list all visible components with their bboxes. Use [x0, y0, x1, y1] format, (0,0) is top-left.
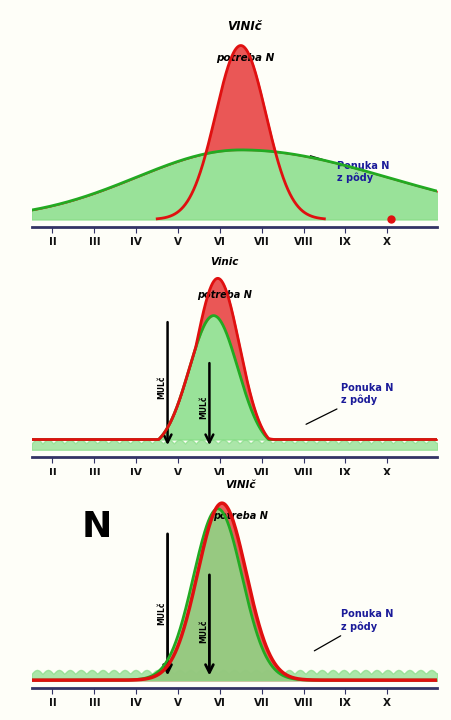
Text: MULč: MULč: [199, 395, 208, 418]
Text: VINIč: VINIč: [226, 480, 256, 490]
Text: Vinic: Vinic: [210, 257, 238, 267]
Text: MULč: MULč: [199, 620, 208, 643]
Text: Ponuka N
z pôdy: Ponuka N z pôdy: [306, 383, 394, 424]
Text: N: N: [81, 510, 111, 544]
Text: potreba N: potreba N: [197, 289, 252, 300]
Text: MULč: MULč: [158, 375, 166, 399]
Text: VINIč: VINIč: [228, 19, 262, 32]
Text: MULč: MULč: [158, 601, 166, 625]
Text: potreba N: potreba N: [213, 510, 268, 521]
Text: Ponuka N
z pôdy: Ponuka N z pôdy: [310, 156, 389, 183]
Text: potreba N: potreba N: [216, 53, 274, 63]
Text: Ponuka N
z pôdy: Ponuka N z pôdy: [314, 609, 394, 651]
